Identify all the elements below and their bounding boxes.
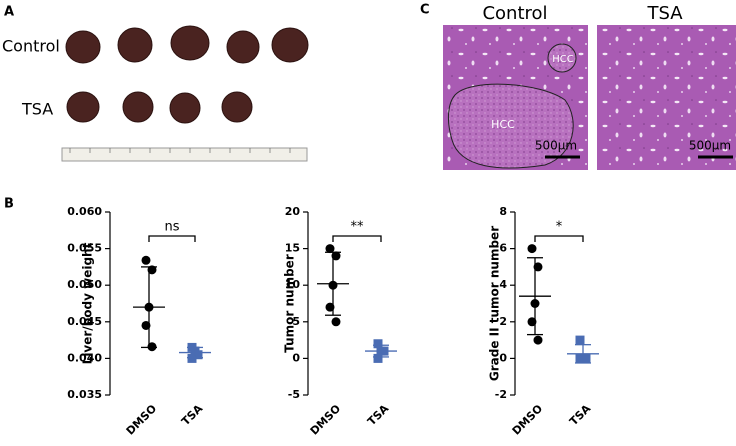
data-point [147, 342, 157, 352]
significance-label: ** [351, 220, 365, 235]
y-tick-label: 0.050 [67, 278, 102, 291]
panel-label: B [4, 197, 14, 212]
y-tick-label: 0.035 [67, 388, 102, 401]
significance-bracket [534, 235, 584, 242]
scale-label: 500μm [689, 139, 731, 153]
error-bar [187, 346, 203, 359]
data-point [575, 353, 585, 363]
data-point [187, 353, 197, 363]
data-point [527, 317, 537, 327]
x-tick-label: TSA [365, 402, 391, 428]
x-tick-label: DMSO [510, 402, 546, 438]
y-tick-label: 0 [292, 351, 300, 364]
x-tick-label: DMSO [308, 402, 344, 438]
significance-bracket [148, 235, 196, 242]
panel-label: C [420, 3, 430, 18]
data-point [325, 244, 335, 254]
x-tick-label: TSA [179, 402, 205, 428]
data-point [141, 320, 151, 330]
y-tick-label: 8 [499, 205, 507, 218]
row-label: Control [2, 37, 60, 56]
y-tick-label: 2 [499, 315, 507, 328]
error-bar [373, 344, 389, 358]
y-axis-title: Grade II tumor number [488, 226, 502, 381]
panel-label: A [4, 5, 14, 20]
error-bar [575, 344, 591, 364]
data-point [533, 262, 543, 272]
row-label: TSA [21, 100, 53, 119]
x-tick-label: TSA [567, 402, 593, 428]
liver-photo [61, 25, 309, 162]
scale-label: 500μm [535, 139, 577, 153]
y-tick-label: 0 [499, 351, 507, 364]
y-tick-label: -2 [495, 388, 507, 401]
data-point [533, 335, 543, 345]
data-point [373, 339, 383, 349]
data-point [373, 353, 383, 363]
y-tick-label: 0.045 [67, 315, 102, 328]
region-label: HCC [491, 118, 515, 131]
region-label: HCC [552, 54, 574, 65]
data-point [141, 255, 151, 265]
significance-label: ns [164, 220, 179, 235]
image-title: TSA [646, 3, 683, 24]
y-tick-label: 20 [285, 205, 301, 218]
significance-label: * [556, 220, 563, 235]
error-bar [527, 257, 543, 336]
y-tick-label: 15 [285, 242, 300, 255]
histology-image [597, 25, 736, 170]
image-title: Control [482, 3, 547, 24]
histology-image [443, 25, 588, 170]
y-tick-label: 0.040 [67, 351, 102, 364]
y-tick-label: 0.055 [67, 242, 102, 255]
data-point [331, 317, 341, 327]
data-point [575, 335, 585, 345]
data-point [527, 244, 537, 254]
data-point [147, 265, 157, 275]
y-tick-label: 5 [292, 315, 300, 328]
y-tick-label: 4 [499, 278, 507, 291]
data-point [325, 302, 335, 312]
y-axis-title: Tumor number [283, 254, 297, 353]
y-tick-label: 0.060 [67, 205, 102, 218]
error-bar [141, 266, 157, 349]
y-tick-label: 10 [285, 278, 301, 291]
y-axis-title: Liver/body weight [81, 242, 95, 364]
data-point [331, 251, 341, 261]
x-tick-label: DMSO [124, 402, 160, 438]
y-tick-label: -5 [288, 388, 300, 401]
y-tick-label: 6 [499, 242, 507, 255]
significance-bracket [332, 235, 382, 242]
error-bar [325, 251, 341, 316]
